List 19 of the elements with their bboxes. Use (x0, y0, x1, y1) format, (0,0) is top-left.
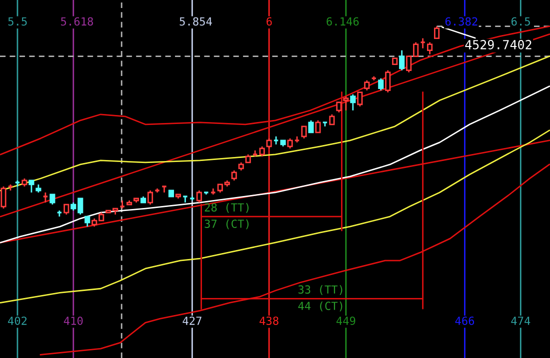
x2-tick-label: 5.854 (180, 17, 212, 26)
x2-tick-label: 6.5 (512, 17, 530, 26)
annotation: 44 (CT) (298, 301, 342, 312)
x-tick-label: 466 (455, 316, 474, 325)
x-tick-label: 427 (182, 316, 202, 325)
annotation: 4529.7402 (465, 40, 532, 50)
x2-tick-label: 5.5 (8, 17, 27, 26)
x-tick-label: 449 (336, 316, 356, 325)
x2-tick-label: 6.382 (445, 17, 478, 26)
annotation: 37 (CT) (204, 219, 249, 230)
annotation: 33 (TT) (298, 285, 342, 296)
x-tick-label: 474 (511, 316, 530, 325)
x2-tick-label: 6 (266, 17, 272, 26)
x-tick-label: 402 (8, 316, 27, 325)
x2-tick-label: 5.618 (61, 17, 94, 26)
x-tick-label: 438 (260, 316, 278, 325)
annotation: 28 (TT) (204, 203, 249, 213)
x-tick-label: 410 (64, 316, 83, 325)
x2-tick-label: 6.146 (326, 17, 359, 26)
